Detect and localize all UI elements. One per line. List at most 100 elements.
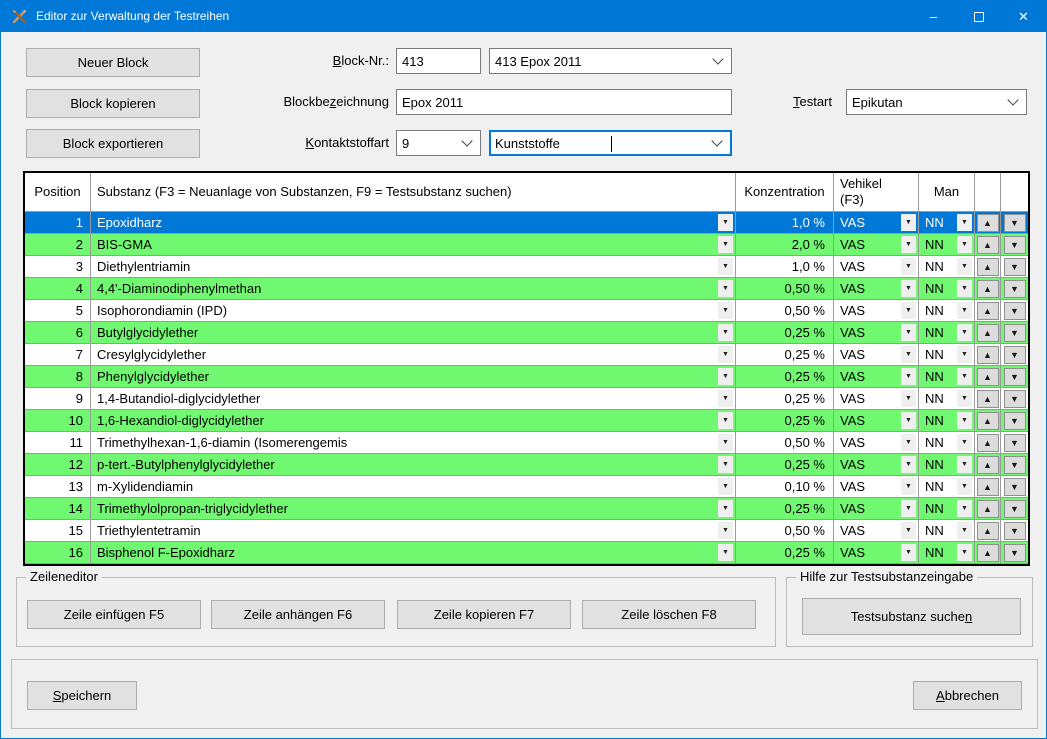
- move-row-down-icon[interactable]: ▼: [1003, 433, 1026, 452]
- cell-konzentration[interactable]: 0,25 %: [736, 542, 834, 563]
- cell-vehikel-wrap[interactable]: VAS ▼: [834, 256, 919, 277]
- cell-man-wrap[interactable]: NN ▼: [919, 278, 975, 299]
- cell-substanz-wrap[interactable]: Diethylentriamin ▼: [91, 256, 736, 277]
- cell-vehikel-wrap[interactable]: VAS ▼: [834, 300, 919, 321]
- move-row-down-icon[interactable]: ▼: [1003, 389, 1026, 408]
- cell-konzentration[interactable]: 2,0 %: [736, 234, 834, 255]
- cell-konzentration[interactable]: 0,25 %: [736, 344, 834, 365]
- substanz-dropdown-icon[interactable]: ▼: [718, 456, 733, 473]
- cell-konzentration[interactable]: 1,0 %: [736, 212, 834, 233]
- export-block-button[interactable]: Block exportieren: [26, 129, 200, 158]
- cell-position[interactable]: 8: [25, 366, 91, 387]
- cell-vehikel-wrap[interactable]: VAS ▼: [834, 454, 919, 475]
- move-row-down-icon[interactable]: ▼: [1003, 521, 1026, 540]
- move-row-up-icon[interactable]: ▲: [976, 367, 999, 386]
- move-row-up-icon[interactable]: ▲: [976, 345, 999, 364]
- cell-substanz-wrap[interactable]: Cresylglycidylether ▼: [91, 344, 736, 365]
- cell-man-wrap[interactable]: NN ▼: [919, 388, 975, 409]
- cell-vehikel-wrap[interactable]: VAS ▼: [834, 542, 919, 563]
- man-dropdown-icon[interactable]: ▼: [957, 280, 972, 297]
- cell-substanz-wrap[interactable]: Phenylglycidylether ▼: [91, 366, 736, 387]
- move-row-down-icon[interactable]: ▼: [1003, 367, 1026, 386]
- copy-row-button[interactable]: Zeile kopieren F7: [397, 600, 571, 629]
- cell-vehikel-wrap[interactable]: VAS ▼: [834, 234, 919, 255]
- cell-position[interactable]: 1: [25, 212, 91, 233]
- kontaktstoffart-code-combo[interactable]: 9: [396, 130, 481, 156]
- cell-substanz-wrap[interactable]: p-tert.-Butylphenylglycidylether ▼: [91, 454, 736, 475]
- minimize-button[interactable]: –: [911, 1, 956, 32]
- kontaktstoffart-name-combo[interactable]: Kunststoffe: [489, 130, 732, 156]
- cell-position[interactable]: 12: [25, 454, 91, 475]
- block-select-combo[interactable]: 413 Epox 2011: [489, 48, 732, 74]
- vehikel-dropdown-icon[interactable]: ▼: [901, 412, 916, 429]
- cell-vehikel-wrap[interactable]: VAS ▼: [834, 432, 919, 453]
- cell-konzentration[interactable]: 0,50 %: [736, 300, 834, 321]
- cell-substanz-wrap[interactable]: 4,4'-Diaminodiphenylmethan ▼: [91, 278, 736, 299]
- substanz-dropdown-icon[interactable]: ▼: [718, 412, 733, 429]
- cell-substanz-wrap[interactable]: 1,4-Butandiol-diglycidylether ▼: [91, 388, 736, 409]
- man-dropdown-icon[interactable]: ▼: [957, 324, 972, 341]
- move-row-down-icon[interactable]: ▼: [1003, 345, 1026, 364]
- move-row-down-icon[interactable]: ▼: [1003, 477, 1026, 496]
- cell-man-wrap[interactable]: NN ▼: [919, 476, 975, 497]
- cell-position[interactable]: 14: [25, 498, 91, 519]
- cell-vehikel-wrap[interactable]: VAS ▼: [834, 366, 919, 387]
- cell-konzentration[interactable]: 0,50 %: [736, 520, 834, 541]
- cell-position[interactable]: 10: [25, 410, 91, 431]
- cell-position[interactable]: 11: [25, 432, 91, 453]
- man-dropdown-icon[interactable]: ▼: [957, 456, 972, 473]
- move-row-up-icon[interactable]: ▲: [976, 213, 999, 232]
- cell-vehikel-wrap[interactable]: VAS ▼: [834, 388, 919, 409]
- cell-substanz-wrap[interactable]: m-Xylidendiamin ▼: [91, 476, 736, 497]
- cell-man-wrap[interactable]: NN ▼: [919, 520, 975, 541]
- vehikel-dropdown-icon[interactable]: ▼: [901, 456, 916, 473]
- cell-position[interactable]: 15: [25, 520, 91, 541]
- move-row-up-icon[interactable]: ▲: [976, 235, 999, 254]
- block-name-input[interactable]: Epox 2011: [396, 89, 732, 115]
- move-row-up-icon[interactable]: ▲: [976, 521, 999, 540]
- substanz-dropdown-icon[interactable]: ▼: [718, 324, 733, 341]
- vehikel-dropdown-icon[interactable]: ▼: [901, 390, 916, 407]
- cell-man-wrap[interactable]: NN ▼: [919, 344, 975, 365]
- cell-substanz-wrap[interactable]: Epoxidharz ▼: [91, 212, 736, 233]
- cell-substanz-wrap[interactable]: Butylglycidylether ▼: [91, 322, 736, 343]
- vehikel-dropdown-icon[interactable]: ▼: [901, 434, 916, 451]
- vehikel-dropdown-icon[interactable]: ▼: [901, 280, 916, 297]
- cell-man-wrap[interactable]: NN ▼: [919, 234, 975, 255]
- move-row-up-icon[interactable]: ▲: [976, 279, 999, 298]
- cell-man-wrap[interactable]: NN ▼: [919, 542, 975, 563]
- substanz-dropdown-icon[interactable]: ▼: [718, 214, 733, 231]
- move-row-up-icon[interactable]: ▲: [976, 433, 999, 452]
- cell-vehikel-wrap[interactable]: VAS ▼: [834, 344, 919, 365]
- delete-row-button[interactable]: Zeile löschen F8: [582, 600, 756, 629]
- substanz-dropdown-icon[interactable]: ▼: [718, 522, 733, 539]
- vehikel-dropdown-icon[interactable]: ▼: [901, 324, 916, 341]
- move-row-down-icon[interactable]: ▼: [1003, 257, 1026, 276]
- vehikel-dropdown-icon[interactable]: ▼: [901, 544, 916, 561]
- copy-block-button[interactable]: Block kopieren: [26, 89, 200, 118]
- cell-position[interactable]: 2: [25, 234, 91, 255]
- substanz-dropdown-icon[interactable]: ▼: [718, 390, 733, 407]
- move-row-up-icon[interactable]: ▲: [976, 323, 999, 342]
- man-dropdown-icon[interactable]: ▼: [957, 478, 972, 495]
- cell-konzentration[interactable]: 0,10 %: [736, 476, 834, 497]
- cell-vehikel-wrap[interactable]: VAS ▼: [834, 278, 919, 299]
- cell-man-wrap[interactable]: NN ▼: [919, 498, 975, 519]
- block-nr-input[interactable]: 413: [396, 48, 481, 74]
- cell-konzentration[interactable]: 0,25 %: [736, 366, 834, 387]
- cell-substanz-wrap[interactable]: Trimethylhexan-1,6-diamin (Isomerengemis…: [91, 432, 736, 453]
- cell-vehikel-wrap[interactable]: VAS ▼: [834, 520, 919, 541]
- cell-vehikel-wrap[interactable]: VAS ▼: [834, 212, 919, 233]
- cell-vehikel-wrap[interactable]: VAS ▼: [834, 476, 919, 497]
- vehikel-dropdown-icon[interactable]: ▼: [901, 302, 916, 319]
- substanz-dropdown-icon[interactable]: ▼: [718, 368, 733, 385]
- vehikel-dropdown-icon[interactable]: ▼: [901, 500, 916, 517]
- cell-substanz-wrap[interactable]: Triethylentetramin ▼: [91, 520, 736, 541]
- cell-man-wrap[interactable]: NN ▼: [919, 256, 975, 277]
- cell-position[interactable]: 7: [25, 344, 91, 365]
- vehikel-dropdown-icon[interactable]: ▼: [901, 368, 916, 385]
- cell-man-wrap[interactable]: NN ▼: [919, 366, 975, 387]
- man-dropdown-icon[interactable]: ▼: [957, 390, 972, 407]
